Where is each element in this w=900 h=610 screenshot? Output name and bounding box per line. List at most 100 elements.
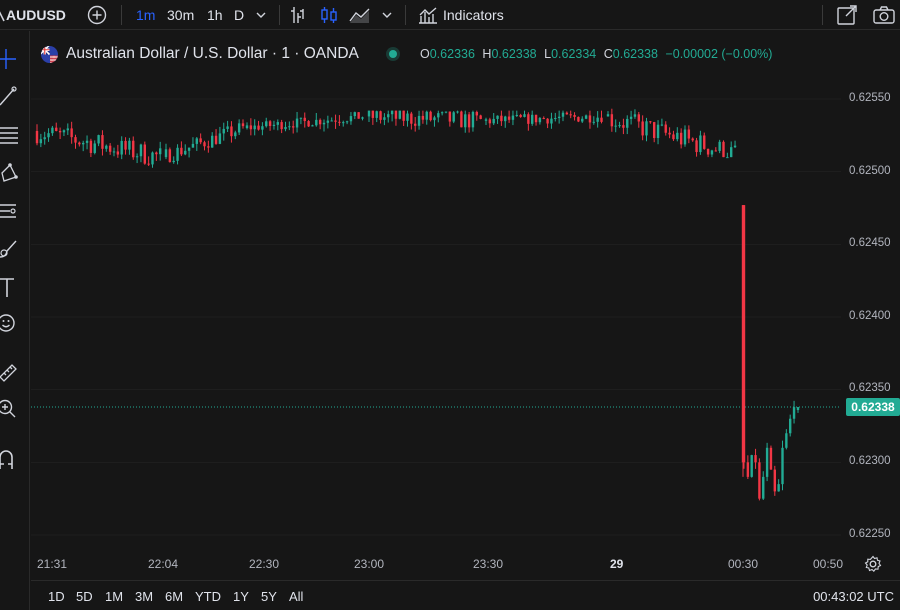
timeframe-d[interactable]: D xyxy=(234,7,245,23)
candle-body xyxy=(542,118,545,120)
candle-body xyxy=(101,135,104,149)
time-tick: 21:31 xyxy=(37,557,68,571)
candle-body xyxy=(203,142,206,147)
time-tick: 22:04 xyxy=(148,557,179,571)
market-status-indicator[interactable] xyxy=(389,50,397,58)
candle-body xyxy=(614,125,617,127)
candle-body xyxy=(433,117,436,121)
fullscreen-icon[interactable] xyxy=(836,4,858,26)
camera-icon[interactable] xyxy=(872,4,896,26)
ruler-icon[interactable] xyxy=(0,359,20,383)
magnet-icon[interactable] xyxy=(0,447,20,471)
trend-line-icon[interactable] xyxy=(0,83,20,107)
candle-body xyxy=(592,121,595,123)
candle-body xyxy=(750,455,753,477)
candles xyxy=(35,108,800,501)
chevron-down-icon[interactable] xyxy=(255,10,267,20)
range-1m[interactable]: 1M xyxy=(105,589,124,604)
candle-body xyxy=(406,113,409,121)
brush-icon[interactable] xyxy=(0,237,20,261)
indicators-icon[interactable] xyxy=(417,5,439,25)
candle-body xyxy=(367,110,371,117)
candle-body xyxy=(295,118,299,128)
candle-body xyxy=(496,115,499,119)
divider xyxy=(279,5,280,25)
candle-body xyxy=(467,114,471,128)
time-tick: 00:30 xyxy=(728,557,759,571)
chevron-down-icon[interactable] xyxy=(381,10,393,20)
search-icon[interactable] xyxy=(0,7,6,23)
range-ytd[interactable]: YTD xyxy=(195,589,221,604)
candle-body xyxy=(781,447,784,485)
chart-title[interactable]: Australian Dollar / U.S. Dollar · 1 · OA… xyxy=(66,45,359,62)
candle-body xyxy=(610,114,614,127)
candle-body xyxy=(345,121,349,123)
candle-body xyxy=(664,124,667,133)
price-tick: 0.62250 xyxy=(849,528,891,540)
candle-body xyxy=(78,142,81,145)
pattern-tool-icon[interactable] xyxy=(0,161,20,185)
range-5y[interactable]: 5Y xyxy=(261,589,277,604)
range-5d[interactable]: 5D xyxy=(76,589,93,604)
timeframe-1m[interactable]: 1m xyxy=(136,7,156,23)
candle-body xyxy=(596,117,599,122)
candlestick-chart[interactable] xyxy=(31,31,900,579)
ohlc-values: O0.62336 H0.62338 L0.62334 C0.62338 −0.0… xyxy=(420,44,776,64)
candle-body xyxy=(191,143,195,148)
candle-body xyxy=(338,121,341,123)
utc-clock[interactable]: 00:43:02 UTC xyxy=(813,589,894,604)
candle-body xyxy=(116,151,120,155)
candle-body xyxy=(421,115,425,120)
range-1d[interactable]: 1D xyxy=(48,589,65,604)
price-tick: 0.62300 xyxy=(849,455,891,467)
candle-body xyxy=(387,114,390,118)
area-chart-icon[interactable] xyxy=(348,5,372,25)
candle-body xyxy=(353,112,356,117)
candle-body xyxy=(538,118,542,123)
candle-body xyxy=(172,160,175,163)
divider xyxy=(822,5,823,25)
chart-pane[interactable]: Australian Dollar / U.S. Dollar · 1 · OA… xyxy=(31,31,900,579)
candle-body xyxy=(390,110,394,115)
zoom-in-icon[interactable] xyxy=(0,397,20,421)
candle-body xyxy=(676,132,679,140)
candle-body xyxy=(444,111,448,113)
forecast-tool-icon[interactable] xyxy=(0,199,20,223)
indicators-button[interactable]: Indicators xyxy=(443,7,504,23)
text-tool-icon[interactable] xyxy=(0,275,20,299)
add-symbol-icon[interactable] xyxy=(87,5,107,25)
range-6m[interactable]: 6M xyxy=(165,589,184,604)
symbol-name[interactable]: AUDUSD xyxy=(6,7,66,23)
candle-body xyxy=(58,130,62,133)
candle-body xyxy=(226,126,229,129)
crosshair-icon[interactable] xyxy=(0,47,20,71)
high-key: H xyxy=(482,47,492,61)
candle-body xyxy=(276,122,279,125)
candle-body xyxy=(414,123,417,126)
candle-body xyxy=(641,121,644,136)
candle-body xyxy=(691,138,694,141)
candle-body xyxy=(440,112,444,114)
range-all[interactable]: All xyxy=(289,589,304,604)
settings-icon[interactable] xyxy=(864,555,882,573)
price-tick: 0.62500 xyxy=(849,165,891,177)
candle-body xyxy=(402,110,405,121)
fib-retracement-icon[interactable] xyxy=(0,123,20,147)
bars-chart-icon[interactable] xyxy=(288,5,308,25)
timeframe-1h[interactable]: 1h xyxy=(207,7,223,23)
candle-body xyxy=(637,114,640,122)
candle-body xyxy=(82,142,85,145)
candle-body xyxy=(557,116,561,119)
candle-body xyxy=(429,111,432,121)
candle-body xyxy=(417,115,421,126)
candles-chart-icon[interactable] xyxy=(319,5,339,25)
candle-body xyxy=(307,121,310,127)
candle-body xyxy=(330,120,333,122)
price-axis[interactable] xyxy=(841,31,900,551)
candle-body xyxy=(577,116,580,122)
range-3m[interactable]: 3M xyxy=(135,589,154,604)
timeframe-30m[interactable]: 30m xyxy=(167,7,195,23)
range-1y[interactable]: 1Y xyxy=(233,589,249,604)
candle-body xyxy=(746,462,750,477)
emoji-icon[interactable] xyxy=(0,311,20,335)
